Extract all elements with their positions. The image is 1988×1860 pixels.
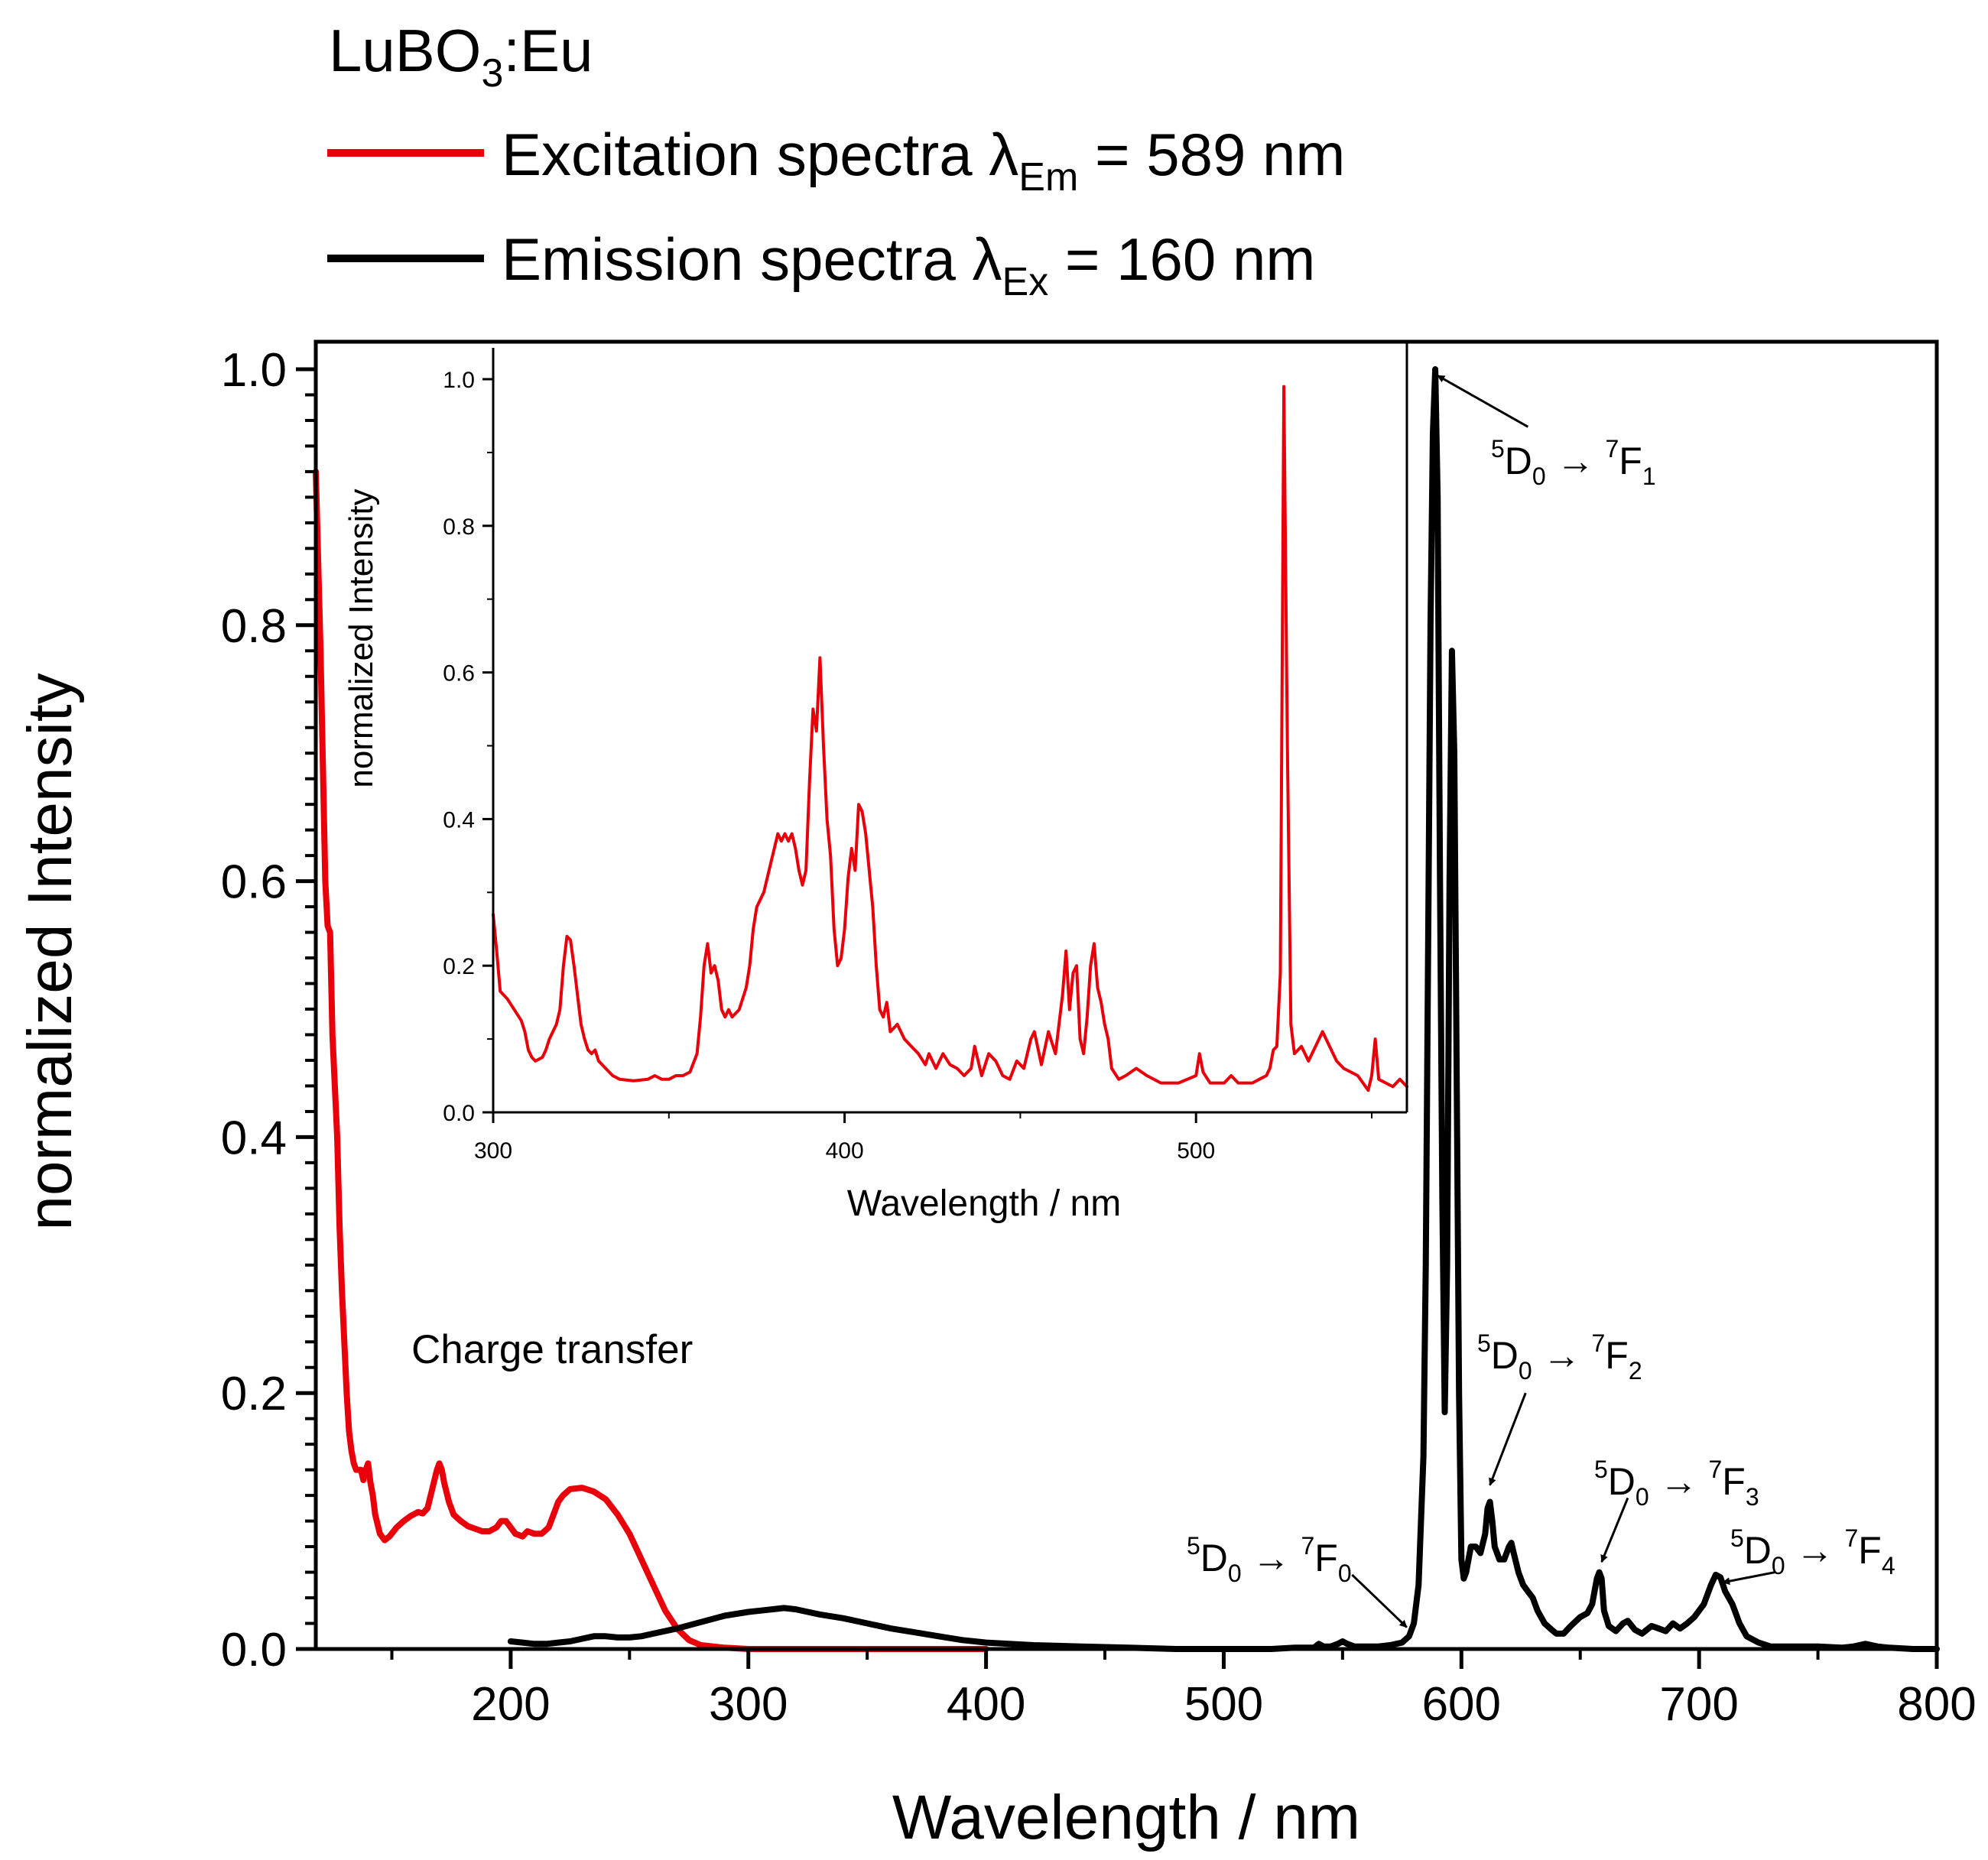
legend-label-excitation: Excitation spectra λEm = 589 nm xyxy=(502,121,1345,200)
inset-y-tick-label: 0.6 xyxy=(443,661,475,687)
legend-title: LuBO3:Eu xyxy=(329,17,593,96)
main-x-tick-label: 800 xyxy=(1897,1678,1976,1731)
main-x-tick-label: 700 xyxy=(1659,1678,1738,1731)
transition-label-f4: 5D0 → 7F4 xyxy=(1730,1524,1895,1579)
inset-y-tick-label: 0.4 xyxy=(443,807,475,833)
transition-annotations: 5D0 → 7F1 5D0 → 7F2 5D0 → 7F3 5D0 → 7F4 5D0 … xyxy=(1187,375,1895,1628)
transition-label-f2: 5D0 → 7F2 xyxy=(1477,1329,1642,1384)
main-plot-frame xyxy=(313,339,1939,1651)
main-y-tick-label: 0.2 xyxy=(221,1368,287,1420)
inset-y-tick-label: 0.8 xyxy=(443,515,475,540)
inset-y-tick-label: 1.0 xyxy=(443,368,475,393)
inset-background xyxy=(493,348,1407,1107)
main-x-tick-label: 300 xyxy=(709,1678,788,1731)
transition-arrow-f0 xyxy=(1351,1573,1408,1628)
main-plot: 200 300 400 500 600 700 800 0.0 0.2 0.4 0.6 0.8 1.0… xyxy=(15,339,1977,1852)
charge-transfer-label: Charge transfer xyxy=(411,1327,693,1372)
main-y-tick-label: 0.8 xyxy=(221,600,287,653)
main-x-tick-label: 500 xyxy=(1184,1678,1263,1731)
legend-label-emission: Emission spectra λEx = 160 nm xyxy=(502,226,1315,304)
main-y-tick-label: 0.4 xyxy=(221,1112,287,1164)
main-y-tick-label: 0.6 xyxy=(221,856,287,909)
main-y-axis-label: normalized Intensity xyxy=(15,673,85,1230)
transition-arrow-f2 xyxy=(1489,1392,1527,1486)
transition-label-f3: 5D0 → 7F3 xyxy=(1594,1456,1759,1511)
transition-arrow-f1 xyxy=(1437,375,1529,428)
inset-x-tick-label: 500 xyxy=(1177,1138,1215,1164)
inset-x-tick-label: 400 xyxy=(826,1138,864,1164)
inset-excitation-spectrum-line xyxy=(492,385,1408,1092)
main-y-tick-label: 0.0 xyxy=(221,1624,287,1677)
transition-label-f0: 5D0 → 7F0 xyxy=(1187,1532,1352,1587)
main-x-ticks: 200 300 400 500 600 700 800 xyxy=(390,1649,1977,1731)
main-series-layer xyxy=(313,366,1940,1652)
inset-x-tick-label: 300 xyxy=(474,1138,512,1164)
emission-spectrum-line xyxy=(507,366,1940,1652)
inset-x-axis-label: Wavelength / nm xyxy=(847,1183,1121,1224)
main-y-ticks: 0.0 0.2 0.4 0.6 0.8 1.0 xyxy=(221,344,316,1677)
inset-x-ticks: 300 400 500 xyxy=(474,1112,1373,1164)
inset-y-ticks: 0.0 0.2 0.4 0.6 0.8 1.0 xyxy=(443,368,493,1126)
main-x-tick-label: 400 xyxy=(947,1678,1025,1731)
transition-arrow-f4 xyxy=(1722,1571,1775,1586)
transition-arrow-f3 xyxy=(1600,1497,1629,1563)
excitation-spectrum-line xyxy=(313,468,989,1652)
transition-label-f1: 5D0 → 7F1 xyxy=(1491,435,1656,490)
inset-y-tick-label: 0.2 xyxy=(443,954,475,979)
inset-plot: 300 400 500 0.0 0.2 0.4 0.6 0.8 1.0 Wavelength … xyxy=(343,343,1408,1224)
main-x-axis-label: Wavelength / nm xyxy=(892,1783,1360,1852)
inset-y-tick-label: 0.0 xyxy=(443,1101,475,1126)
inset-series-layer xyxy=(492,385,1408,1092)
main-x-tick-label: 600 xyxy=(1422,1678,1501,1731)
inset-y-axis-label: normalized Intensity xyxy=(343,489,380,787)
main-x-tick-label: 200 xyxy=(471,1678,550,1731)
main-y-tick-label: 1.0 xyxy=(221,344,287,397)
legend: LuBO3:Eu Excitation spectra λEm = 589 nm… xyxy=(327,17,1345,304)
